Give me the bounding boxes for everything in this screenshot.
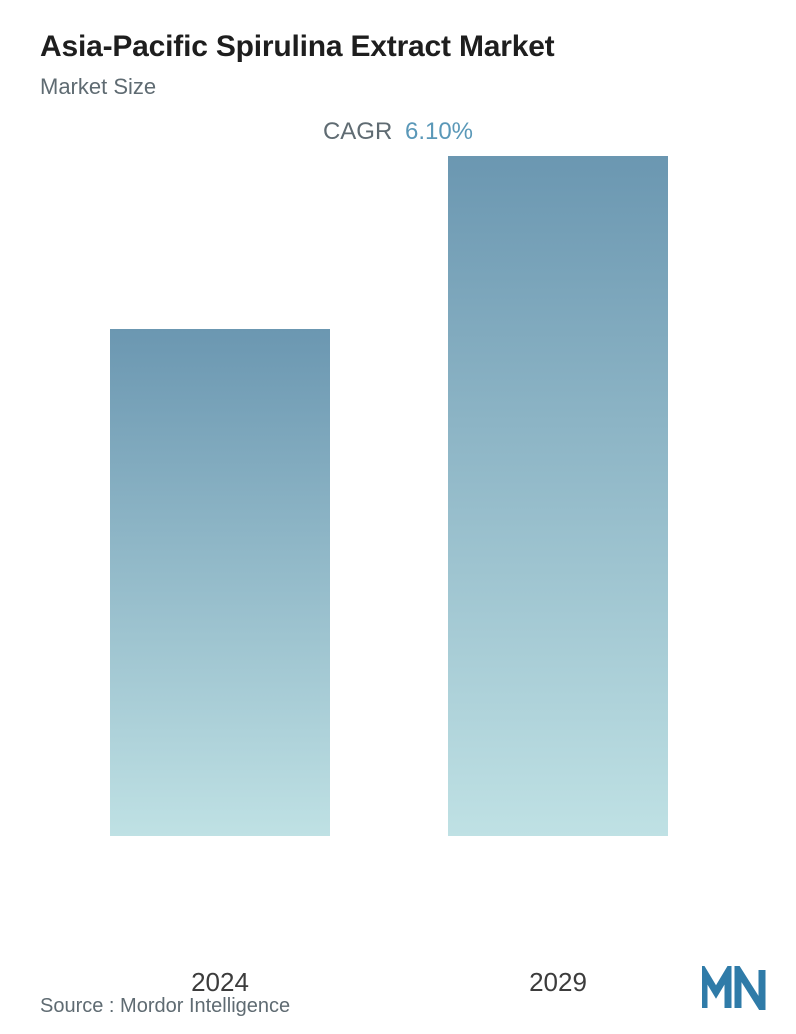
cagr-row: CAGR 6.10% [40,118,756,146]
brand-logo [702,966,766,1010]
x-label-2024: 2024 [191,967,249,998]
chart-subtitle: Market Size [40,74,756,100]
cagr-value: 6.10% [405,118,473,145]
x-label-2029: 2029 [529,967,587,998]
x-axis-labels: 2024 2029 [40,962,756,998]
chart-area: 2024 2029 [40,156,756,1015]
source-footer: Source : Mordor Intelligence [40,995,290,1018]
bar-2024 [110,329,330,836]
bar-2029 [448,156,668,836]
logo-icon [702,966,766,1010]
chart-card: Asia-Pacific Spirulina Extract Market Ma… [0,0,796,1034]
cagr-label: CAGR [323,118,392,145]
chart-title: Asia-Pacific Spirulina Extract Market [40,28,756,66]
chart-plot [40,156,756,836]
